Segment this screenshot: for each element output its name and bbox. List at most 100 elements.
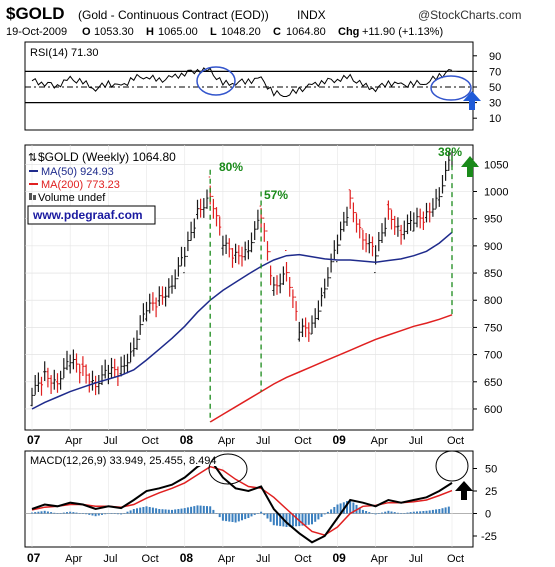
price-x-tick-label: Oct: [447, 435, 464, 447]
macd-histogram-bar: [444, 507, 447, 514]
macd-histogram-bar: [234, 513, 237, 523]
macd-histogram-bar: [120, 513, 123, 515]
macd-histogram-bar: [136, 508, 138, 514]
macd-histogram-bar: [291, 513, 294, 527]
macd-histogram-bar: [190, 506, 193, 514]
macd-histogram-bar: [349, 500, 352, 514]
legend-ma200: MA(200) 773.23: [41, 179, 120, 191]
price-y-tick-label: 900: [484, 241, 502, 253]
rsi-y-tick-label: 10: [489, 113, 501, 125]
macd-histogram-bar: [101, 513, 103, 515]
high-value: 1065.00: [158, 26, 198, 38]
macd-histogram-bar: [186, 507, 189, 514]
macd-histogram-bar: [37, 511, 40, 514]
macd-y-ticks: -25 0 25 50: [473, 464, 497, 543]
macd-histogram-bar: [180, 508, 183, 514]
macd-line: [31, 458, 453, 544]
macd-histogram-bar: [237, 513, 240, 522]
macd-x-ticks: 07 Apr Jul Oct 08 Apr Jul Oct 09 Apr Jul Oct: [27, 551, 464, 565]
macd-histogram-bar: [196, 505, 199, 514]
price-x-tick-label: Oct: [294, 435, 311, 447]
macd-histogram-bar: [409, 512, 412, 514]
macd-histogram-bar: [260, 511, 263, 514]
macd-histogram-bar: [81, 513, 84, 514]
macd-histogram-bar: [288, 513, 291, 527]
macd-histogram-bar: [129, 510, 132, 514]
macd-histogram-bar: [66, 512, 68, 514]
macd-histogram-bar: [377, 513, 380, 514]
annotation-57pct: 57%: [264, 188, 288, 202]
macd-histogram-bar: [241, 513, 243, 521]
macd-histogram-bar: [142, 507, 145, 514]
price-x-tick-label: Apr: [371, 435, 388, 447]
macd-histogram-bar: [301, 513, 304, 526]
macd-histogram-bar: [113, 513, 116, 514]
legend-volume-swatch: [29, 193, 32, 200]
annotation-80pct: 80%: [219, 160, 243, 174]
macd-histogram-bar: [221, 513, 224, 521]
rsi-label-bg: [28, 45, 112, 58]
macd-histogram-bar: [53, 512, 56, 514]
open-label: O: [82, 26, 91, 38]
macd-histogram-bar: [161, 509, 164, 514]
macd-histogram-bar: [164, 509, 167, 514]
macd-y-tick-label: 0: [485, 509, 491, 521]
macd-y-tick-label: 50: [485, 464, 497, 476]
macd-histogram-bar: [422, 511, 425, 514]
macd-histogram-bar: [396, 512, 399, 514]
legend-gold-icon: ⇅: [28, 152, 37, 164]
macd-x-tick-label: 08: [180, 551, 194, 565]
high-label: H: [146, 26, 154, 38]
low-label: L: [210, 26, 217, 38]
macd-histogram-bar: [91, 513, 94, 516]
macd-histogram-bar: [323, 513, 326, 515]
macd-histogram-bar: [225, 513, 228, 522]
price-legend: ⇅ $GOLD (Weekly) 1064.80 MA(50) 924.93 M…: [27, 150, 176, 225]
macd-histogram-bar: [193, 506, 196, 514]
macd-histogram-bar: [40, 511, 43, 514]
low-value: 1048.20: [221, 26, 261, 38]
macd-x-tick-label: Apr: [65, 553, 82, 565]
rsi-panel: 10 30 50 70 90 RSI(14) 71.30: [24, 41, 501, 131]
macd-x-tick-label: Oct: [294, 553, 311, 565]
price-up-arrow-icon: [461, 156, 479, 177]
price-x-tick-label: Jul: [103, 435, 117, 447]
macd-highlight-ellipse-1: [208, 453, 248, 485]
macd-histogram-bar: [387, 510, 390, 514]
macd-histogram-bar: [336, 504, 339, 514]
price-y-tick-label: 650: [484, 377, 502, 389]
price-y-tick-label: 750: [484, 322, 502, 334]
legend-ma50: MA(50) 924.93: [41, 166, 114, 178]
ma200-line: [209, 314, 453, 423]
macd-histogram-bar: [416, 511, 418, 514]
macd-histogram-bar: [151, 507, 154, 514]
macd-histogram-bar: [171, 509, 173, 514]
macd-histogram-bar: [209, 506, 212, 514]
close-label: C: [273, 26, 281, 38]
macd-histogram-bar: [406, 512, 409, 514]
price-x-tick-label: Jul: [409, 435, 423, 447]
date: 19-Oct-2009: [6, 26, 67, 38]
price-x-tick-label: Oct: [142, 435, 159, 447]
macd-highlight-ellipse-2: [435, 450, 469, 482]
macd-histogram-bar: [276, 513, 278, 526]
macd-x-tick-label: Apr: [218, 553, 235, 565]
macd-histogram-bar: [158, 509, 161, 514]
macd-histogram-bar: [46, 511, 49, 514]
macd-histogram-bar: [247, 513, 250, 518]
price-x-tick-label: 09: [332, 433, 346, 447]
macd-histogram-bar: [403, 513, 406, 514]
macd-histogram-bar: [381, 512, 383, 514]
price-panel: 600 650 700 750 800 850 900 950 1000 1050 07 Apr Ju…: [24, 144, 508, 447]
macd-histogram-bar: [132, 509, 135, 514]
macd-y-tick-label: -25: [481, 531, 497, 543]
macd-histogram-bar: [285, 513, 288, 527]
macd-histogram-bar: [330, 509, 333, 514]
macd-histogram-bar: [368, 512, 371, 514]
open-value: 1053.30: [94, 26, 134, 38]
macd-histogram-bar: [393, 512, 396, 514]
macd-histogram-bar: [263, 513, 266, 516]
macd-histogram-bar: [272, 513, 275, 526]
